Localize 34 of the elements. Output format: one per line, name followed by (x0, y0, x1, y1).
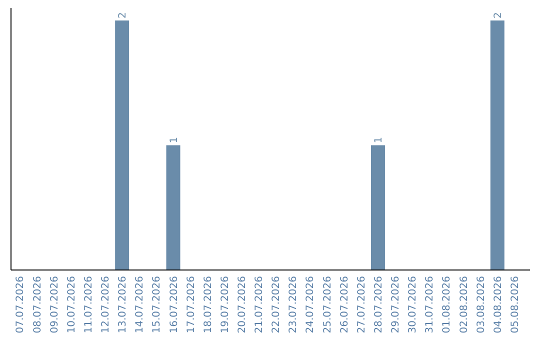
x-tick-label: 13.07.2026 (118, 276, 129, 334)
data-label: 2 (118, 12, 129, 18)
x-tick-label: 18.07.2026 (202, 276, 214, 334)
x-tick-label: 22.07.2026 (271, 276, 282, 334)
x-tick-label: 25.07.2026 (322, 276, 334, 334)
data-label: 1 (168, 136, 180, 144)
x-tick-label: 19.07.2026 (220, 276, 231, 334)
x-tick-label: 02.08.2026 (458, 276, 470, 334)
data-label: 2 (492, 12, 504, 18)
x-tick-label: 23.07.2026 (288, 276, 300, 334)
x-tick-label: 27.07.2026 (356, 276, 368, 334)
x-tick-label: 07.07.2026 (15, 276, 26, 334)
x-tick-label: 15.07.2026 (152, 276, 163, 334)
x-tick-label: 28.07.2026 (373, 276, 384, 334)
data-label: 1 (373, 136, 384, 144)
x-tick-label: 24.07.2026 (305, 276, 316, 334)
x-tick-label: 29.07.2026 (390, 276, 402, 334)
x-tick-label: 08.07.2026 (32, 276, 44, 334)
x-tick-label: 26.07.2026 (339, 276, 350, 334)
x-tick-label: 12.07.2026 (100, 276, 112, 334)
x-tick-label: 10.07.2026 (66, 276, 78, 334)
x-tick-label: 30.07.2026 (408, 276, 419, 334)
x-tick-label: 20.07.2026 (236, 276, 248, 334)
x-tick-label: 09.07.2026 (49, 276, 60, 334)
x-tick-label: 11.07.2026 (83, 276, 94, 334)
x-tick-label: 14.07.2026 (134, 276, 146, 334)
x-tick-label: 31.07.2026 (424, 276, 436, 334)
x-tick-label: 21.07.2026 (254, 276, 266, 334)
x-tick-label: 17.07.2026 (186, 276, 197, 334)
x-tick-label: 04.08.2026 (492, 276, 504, 334)
x-tick-label: 05.08.2026 (510, 276, 521, 334)
x-tick-label: 01.08.2026 (442, 276, 453, 334)
x-tick-label: 16.07.2026 (168, 276, 180, 334)
x-tick-label: 03.08.2026 (476, 276, 487, 334)
